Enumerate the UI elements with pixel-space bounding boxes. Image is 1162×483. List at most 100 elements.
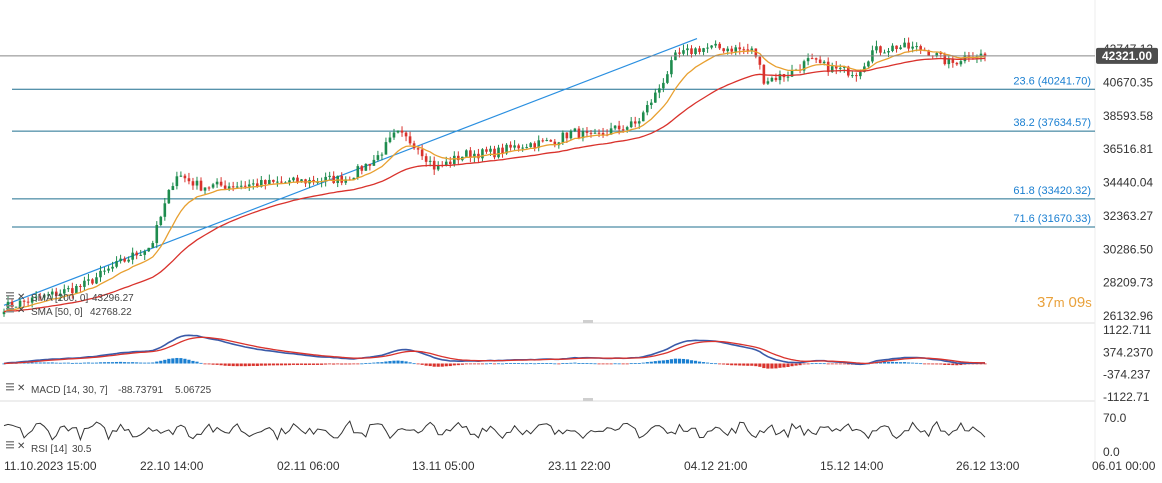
candle-body: [324, 176, 327, 182]
close-icon[interactable]: ✕: [17, 292, 25, 303]
macd-histogram-bar: [830, 363, 834, 365]
macd-histogram-bar: [890, 361, 895, 364]
candle-body: [746, 49, 750, 51]
indicator-settings-icon[interactable]: [6, 383, 14, 391]
candle-body: [553, 141, 557, 146]
candle-body: [513, 145, 516, 148]
candle-body: [899, 47, 902, 50]
candle-body: [983, 53, 987, 56]
sma50-legend[interactable]: ✕ SMA [50, 0] 42768.22: [6, 305, 132, 318]
candle-body: [818, 59, 822, 64]
trendline[interactable]: [3, 37, 698, 306]
candle-body: [10, 301, 14, 307]
macd-histogram-bar: [219, 363, 223, 366]
candle-body: [135, 252, 138, 256]
candle-body: [34, 296, 38, 298]
candle-body: [947, 59, 951, 65]
macd-histogram-bar: [718, 363, 722, 365]
candle-countdown: 37m 09s: [1037, 294, 1092, 311]
macd-histogram-bar: [255, 363, 259, 367]
candle-body: [710, 45, 713, 48]
fibonacci-levels[interactable]: 23.6 (40241.70) 38.2 (37634.57) 61.8 (3342…: [12, 75, 1095, 228]
macd-histogram-bar: [645, 362, 649, 364]
candle-body: [239, 185, 243, 187]
indicator-settings-icon[interactable]: [6, 292, 14, 300]
candle-body: [143, 251, 147, 255]
macd-histogram-bar: [726, 363, 730, 365]
macd-histogram-bar: [207, 363, 211, 365]
macd-histogram-bar: [66, 362, 70, 364]
candle-body: [6, 301, 10, 312]
candle-body: [131, 252, 134, 260]
macd-histogram-bar: [167, 358, 171, 364]
panel-resize-handle-2[interactable]: [583, 398, 593, 401]
candle-body: [617, 125, 621, 130]
candle-body: [694, 48, 697, 54]
fib-level-label: 61.8 (33420.32): [1013, 185, 1091, 197]
macd-histogram-bar: [778, 363, 782, 368]
sma200-legend[interactable]: ✕ SMA [200, 0] 43296.27: [6, 292, 134, 304]
macd-histogram-bar: [488, 363, 493, 365]
macd-histogram-bar: [388, 361, 392, 364]
close-icon[interactable]: ✕: [17, 305, 25, 316]
macd-histogram-bar: [963, 363, 967, 365]
candle-body: [280, 181, 283, 183]
candle-body: [30, 297, 34, 303]
macd-histogram-bar: [392, 360, 396, 364]
candle-body: [300, 179, 303, 183]
macd-histogram-bar: [30, 362, 34, 364]
price-tick-label: 30286.50: [1103, 242, 1153, 256]
candle-body: [658, 88, 661, 93]
price-axis: 42747.1240670.3538593.5836516.8134440.04…: [1103, 42, 1153, 323]
macd-histogram-bar: [187, 359, 191, 364]
candle-body: [119, 258, 122, 262]
rsi-legend[interactable]: ✕ RSI [14] 30.5: [6, 441, 92, 455]
candle-body: [493, 148, 496, 158]
macd-histogram-bar: [846, 363, 850, 365]
macd-histogram-bar: [517, 363, 521, 364]
sma50-value: 42768.22: [90, 307, 132, 318]
macd-histogram-bar: [637, 363, 641, 364]
macd-histogram-bar: [452, 363, 456, 366]
macd-histogram-bar: [46, 362, 50, 364]
macd-histogram-bar: [159, 360, 163, 364]
indicator-settings-icon[interactable]: [6, 441, 14, 449]
candle-body: [247, 184, 251, 187]
candle-body: [444, 161, 448, 166]
macd-histogram-bar: [738, 363, 742, 366]
candle-body: [549, 140, 553, 142]
trendline-segment[interactable]: [3, 37, 698, 306]
macd-histogram-bar: [661, 360, 665, 364]
macd-histogram-bar: [332, 363, 336, 365]
macd-histogram-bar: [625, 363, 629, 365]
close-icon[interactable]: ✕: [17, 441, 25, 452]
macd-histogram-bar: [834, 363, 838, 365]
panel-resize-handle-1[interactable]: [583, 320, 593, 323]
sma200-value: 43296.27: [92, 293, 134, 304]
macd-histogram-bar: [766, 363, 770, 369]
macd-histogram-bar: [315, 363, 320, 365]
macd-histogram-bar: [649, 361, 653, 364]
time-tick-label: 06.01 00:00: [1092, 459, 1156, 473]
candle-body: [368, 163, 372, 166]
macd-legend[interactable]: ✕ MACD [14, 30, 7] -88.73791 5.06725: [6, 383, 212, 396]
macd-histogram-bar: [38, 362, 42, 364]
close-icon[interactable]: ✕: [17, 383, 25, 394]
macd-histogram-bar: [98, 362, 103, 364]
candle-body: [91, 279, 94, 284]
candle-body: [790, 70, 794, 77]
macd-histogram-bar: [348, 363, 352, 365]
macd-histogram-bar: [577, 363, 581, 364]
candle-body: [223, 185, 227, 189]
time-tick-label: 23.11 22:00: [548, 459, 611, 473]
macd-histogram-bar: [179, 358, 183, 364]
candle-body: [243, 185, 247, 187]
price-tick-label: 26132.96: [1103, 309, 1153, 323]
time-tick-label: 02.11 06:00: [277, 459, 340, 473]
macd-label: MACD [14, 30, 7]: [31, 385, 108, 396]
macd-histogram-bar: [239, 363, 243, 367]
indicator-settings-icon[interactable]: [6, 305, 14, 313]
candle-body: [95, 277, 98, 284]
rsi-line: [3, 420, 986, 442]
